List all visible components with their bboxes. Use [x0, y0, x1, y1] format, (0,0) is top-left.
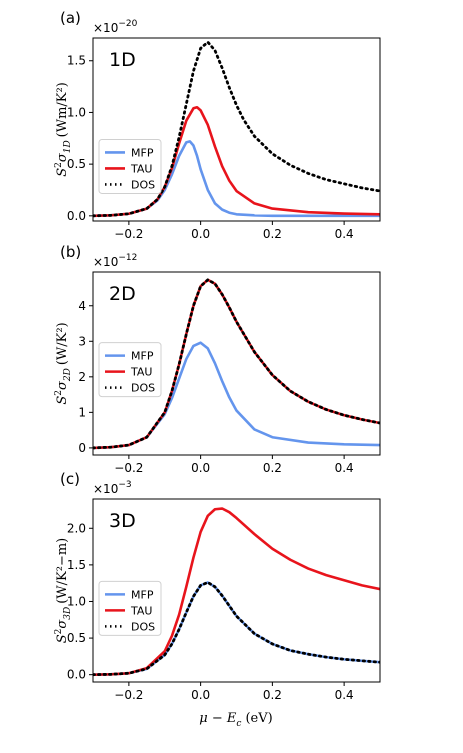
ylabel-main: S — [55, 396, 70, 405]
panel-2d: −0.2 0.0 0.2 0.401234(b)×10−122DS2σ2D(W/K²)… — [54, 243, 381, 475]
ylabel-unit: (Wm/K²) — [55, 82, 70, 137]
y-tick-label: 2.0 — [67, 521, 86, 535]
x-tick-label: 0.4 — [335, 688, 354, 702]
panel-1d: −0.2 0.0 0.2 0.40.00.51.01.5(a)×10−201DS2σ1… — [54, 9, 381, 241]
panel-letter: (a) — [60, 9, 81, 27]
xlabel-unit: (eV) — [245, 711, 272, 726]
ylabel-sym: σ — [55, 619, 70, 629]
y-tick-label: 2 — [78, 370, 86, 384]
xlabel-main: μ − E — [199, 711, 237, 726]
x-tick-label: 0.2 — [263, 688, 282, 702]
legend-label-mfp: MFP — [131, 146, 154, 159]
x-tick-label: 0.4 — [335, 227, 354, 241]
dimension-label: 2D — [109, 283, 136, 305]
legend-label-tau: TAU — [130, 162, 152, 175]
y-tick-label: 1.5 — [67, 558, 86, 572]
y-axis-label: S2σ1D (Wm/K²) — [54, 82, 73, 177]
legend-label-tau: TAU — [130, 366, 152, 379]
legend-label-dos: DOS — [131, 620, 155, 633]
x-tick-label: 0.0 — [191, 227, 210, 241]
x-tick-label: −0.2 — [114, 688, 143, 702]
y-tick-label: 4 — [78, 299, 86, 313]
y-tick-label: 0.0 — [67, 209, 86, 223]
ylabel-unit: (W/K²−m) — [55, 538, 70, 604]
x-tick-label: 0.2 — [263, 227, 282, 241]
series-line-tau — [93, 507, 380, 676]
axes-frame — [92, 271, 381, 456]
ylabel-sup: 2 — [54, 162, 64, 168]
y-tick-label: 0 — [78, 441, 86, 455]
x-tick-label: −0.2 — [114, 461, 143, 475]
ylabel-sym: σ — [55, 380, 70, 390]
ylabel-main: S — [55, 634, 70, 643]
y-tick-label: 1.0 — [67, 105, 86, 119]
legend-label-dos: DOS — [131, 178, 155, 191]
ylabel-main: S — [55, 168, 70, 177]
ylabel-unit: (W/K²) — [55, 322, 70, 365]
x-tick-label: 0.0 — [191, 688, 210, 702]
dimension-label: 1D — [109, 49, 136, 71]
offset-multiplier: ×10−3 — [93, 480, 132, 496]
ylabel-sub: 2D — [63, 368, 73, 382]
panel-3d: −0.2 0.0 0.2 0.40.00.51.01.52.0(c)×10−33DS2… — [54, 470, 381, 702]
x-axis-label: μ − Ec (eV) — [199, 711, 272, 729]
x-tick-label: −0.2 — [114, 227, 143, 241]
series-line-dos — [93, 40, 380, 218]
x-tick-label: 0.0 — [191, 461, 210, 475]
y-axis-label: S2σ2D (W/K²) — [54, 322, 73, 404]
x-tick-label: 0.4 — [335, 461, 354, 475]
ylabel-sym: σ — [55, 152, 70, 162]
panel-letter: (b) — [60, 243, 81, 261]
legend-label-mfp: MFP — [131, 588, 154, 601]
series-line-dos — [93, 581, 380, 677]
xlabel-sub: c — [236, 719, 241, 729]
legend-label-mfp: MFP — [131, 350, 154, 363]
y-tick-label: 0.5 — [67, 157, 86, 171]
ylabel-sub: 3D — [63, 607, 73, 620]
offset-multiplier: ×10−20 — [93, 19, 138, 35]
offset-multiplier: ×10−12 — [93, 253, 137, 269]
legend-label-tau: TAU — [130, 604, 152, 617]
y-tick-label: 1 — [78, 405, 86, 419]
dimension-label: 3D — [109, 510, 136, 532]
y-tick-label: 1.5 — [67, 54, 86, 68]
ylabel-sup: 2 — [54, 629, 64, 635]
axes-frame — [92, 498, 381, 683]
x-tick-label: 0.2 — [263, 461, 282, 475]
offset-exponent: −3 — [118, 480, 131, 490]
axes-frame — [92, 37, 381, 222]
series-line-dos — [93, 278, 380, 450]
offset-exponent: −12 — [118, 253, 137, 263]
offset-exponent: −20 — [118, 19, 137, 29]
y-tick-label: 0.5 — [67, 631, 86, 645]
ylabel-sup: 2 — [54, 390, 64, 396]
y-axis-label: S2σ3D (W/K²−m) — [54, 538, 73, 644]
y-tick-label: 0.0 — [67, 668, 86, 682]
y-tick-label: 1.0 — [67, 594, 86, 608]
legend-label-dos: DOS — [131, 382, 155, 395]
panel-letter: (c) — [60, 470, 80, 488]
ylabel-sub: 1D — [63, 140, 73, 153]
y-tick-label: 3 — [78, 334, 86, 348]
